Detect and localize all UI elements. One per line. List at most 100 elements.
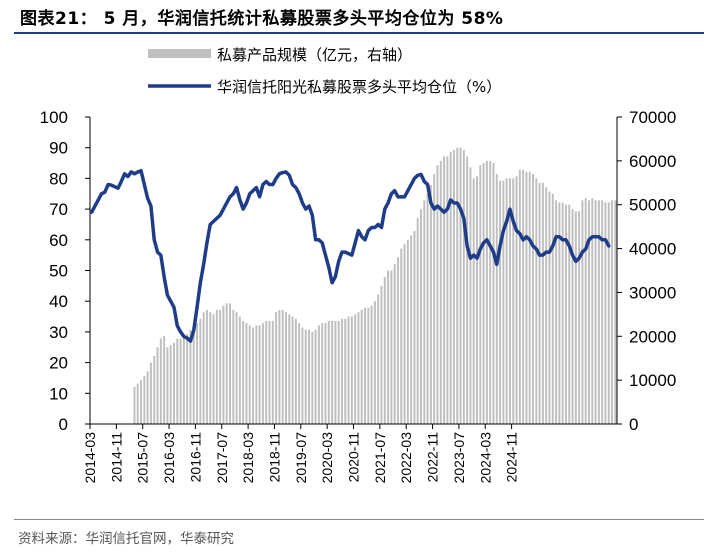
bar	[153, 356, 156, 424]
bar	[413, 231, 416, 424]
x-tick-label: 2015-07	[135, 432, 151, 484]
bar	[337, 320, 340, 424]
bar	[383, 277, 386, 424]
bar	[212, 314, 215, 424]
bar	[199, 318, 202, 424]
bar	[265, 320, 268, 424]
bar	[469, 167, 472, 424]
bar	[571, 209, 574, 424]
x-tick-label: 2021-07	[372, 432, 388, 484]
bar	[508, 178, 511, 424]
x-tick-label: 2022-11	[425, 432, 441, 483]
bar	[202, 312, 205, 424]
bar	[304, 329, 307, 424]
bar	[466, 156, 469, 424]
line-series	[89, 168, 611, 343]
bar	[298, 323, 301, 424]
bar	[278, 309, 281, 424]
bar	[545, 187, 548, 424]
right-tick-label: 10000	[629, 371, 676, 390]
bar	[420, 209, 423, 424]
legend-label-line: 华润信托阳光私募股票多头平均仓位（%）	[217, 78, 501, 96]
bar	[186, 334, 189, 424]
bar	[588, 200, 590, 424]
bar	[370, 305, 373, 424]
bar	[284, 312, 287, 424]
bar	[578, 211, 581, 424]
bar	[156, 347, 159, 424]
bar	[429, 184, 432, 424]
bar	[387, 270, 390, 424]
bar	[416, 217, 419, 424]
bar	[196, 323, 199, 424]
bar	[410, 235, 413, 424]
bar	[225, 303, 228, 424]
bar	[163, 336, 166, 424]
bar	[271, 320, 274, 424]
bar	[245, 323, 248, 424]
bar	[568, 204, 571, 424]
x-tick-label: 2018-11	[266, 432, 282, 483]
bar	[462, 149, 465, 424]
bar	[452, 149, 455, 424]
bar	[268, 320, 271, 424]
bar	[564, 204, 567, 424]
bar	[232, 309, 235, 424]
x-tick-label: 2014-11	[108, 432, 124, 483]
left-tick-label: 50	[49, 262, 68, 281]
bar	[541, 182, 544, 424]
bar	[331, 320, 334, 424]
bar	[159, 338, 162, 424]
bar	[182, 336, 185, 424]
bar	[146, 371, 149, 424]
bar	[143, 375, 146, 424]
x-tick-label: 2014-03	[82, 432, 98, 484]
bar	[406, 239, 409, 424]
legend-bar-swatch	[148, 49, 211, 58]
bottom-rule	[14, 519, 704, 520]
bar	[393, 263, 396, 424]
x-tick-label: 2016-03	[161, 432, 177, 484]
bar	[601, 200, 604, 424]
bar	[133, 386, 136, 424]
bar	[614, 200, 617, 424]
bar	[495, 174, 498, 424]
bar	[215, 309, 218, 424]
bar	[591, 198, 594, 424]
bar	[288, 314, 291, 424]
left-tick-label: 20	[49, 354, 68, 373]
bar	[222, 305, 225, 424]
bar	[489, 160, 492, 425]
bar	[347, 316, 350, 424]
bar	[169, 345, 172, 424]
bar	[281, 309, 284, 424]
bar	[311, 331, 314, 424]
x-tick-label: 2016-11	[187, 432, 203, 483]
bar	[334, 320, 337, 424]
bar	[505, 178, 508, 424]
legend-label-bar: 私募产品规模（亿元，右轴）	[217, 46, 412, 64]
bar	[229, 303, 231, 424]
x-tick-label: 2022-03	[398, 432, 414, 484]
bar	[558, 202, 561, 424]
axes: 0 10 20 30 40 50 60 70 80 90 100 0 10000 20000 30000 40…	[40, 108, 677, 483]
bar	[166, 347, 169, 424]
bar	[482, 163, 485, 425]
bar	[423, 200, 426, 424]
right-tick-label: 30000	[629, 283, 676, 302]
source-note: 资料来源：华润信托官网，华泰研究	[18, 531, 234, 547]
bar	[472, 178, 475, 424]
bar	[321, 323, 324, 424]
bar	[291, 316, 294, 424]
bar	[512, 178, 515, 424]
x-tick-label: 2020-03	[319, 432, 335, 484]
bar	[561, 202, 564, 424]
bar	[136, 383, 139, 424]
x-tick-label: 2024-03	[477, 432, 493, 484]
bar	[327, 320, 330, 424]
left-tick-label: 40	[49, 292, 68, 311]
x-tick-label: 2024-11	[504, 432, 520, 483]
bar	[173, 342, 175, 424]
bar	[597, 200, 600, 424]
